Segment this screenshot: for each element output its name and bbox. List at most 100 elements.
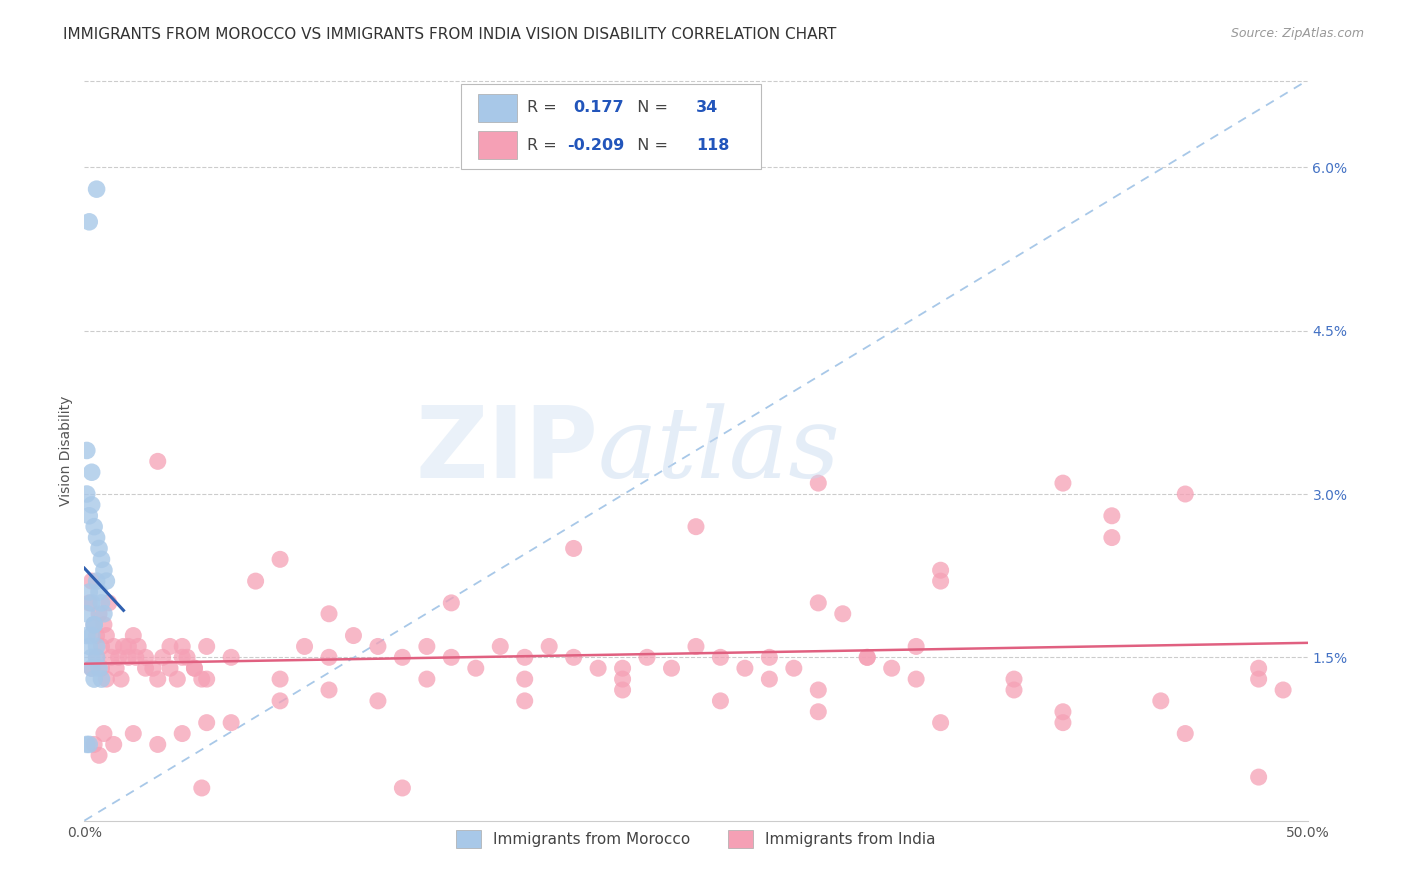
Point: [97, 596, 120, 610]
Point: [1052, 705, 1074, 719]
Point: [86, 628, 108, 642]
Point: [110, 672, 132, 686]
Point: [783, 661, 806, 675]
Point: [77, 215, 100, 229]
Point: [269, 672, 291, 686]
Point: [86, 531, 108, 545]
Point: [152, 650, 174, 665]
Point: [90, 640, 112, 654]
Point: [195, 672, 218, 686]
Point: [685, 519, 707, 533]
Text: -0.209: -0.209: [568, 137, 624, 153]
Point: [905, 672, 928, 686]
Point: [86, 640, 108, 654]
Point: [127, 640, 149, 654]
Text: IMMIGRANTS FROM MOROCCO VS IMMIGRANTS FROM INDIA VISION DISABILITY CORRELATION C: IMMIGRANTS FROM MOROCCO VS IMMIGRANTS FR…: [63, 27, 837, 42]
Point: [96, 574, 118, 588]
Text: N =: N =: [627, 100, 673, 115]
Point: [83, 617, 105, 632]
Point: [245, 574, 267, 588]
Point: [685, 640, 707, 654]
FancyBboxPatch shape: [461, 84, 761, 169]
Point: [318, 650, 340, 665]
Point: [464, 661, 486, 675]
Point: [294, 640, 316, 654]
Point: [87, 607, 110, 621]
Point: [90, 552, 112, 566]
Point: [93, 607, 115, 621]
Point: [93, 726, 115, 740]
Point: [90, 661, 112, 675]
Point: [87, 585, 110, 599]
Point: [219, 650, 242, 665]
Point: [77, 738, 100, 752]
Point: [1247, 770, 1270, 784]
Point: [183, 661, 205, 675]
Point: [90, 672, 112, 686]
Point: [80, 596, 103, 610]
FancyBboxPatch shape: [478, 94, 517, 122]
Point: [1101, 508, 1123, 523]
Point: [440, 650, 463, 665]
Text: ZIP: ZIP: [415, 402, 598, 499]
Point: [146, 672, 169, 686]
Point: [342, 628, 364, 642]
Text: atlas: atlas: [598, 403, 841, 498]
Point: [856, 650, 879, 665]
Point: [76, 443, 98, 458]
Point: [77, 585, 100, 599]
Point: [96, 628, 118, 642]
Point: [87, 541, 110, 556]
Text: Source: ZipAtlas.com: Source: ZipAtlas.com: [1230, 27, 1364, 40]
Point: [758, 672, 780, 686]
Point: [80, 661, 103, 675]
Point: [318, 683, 340, 698]
Point: [146, 454, 169, 468]
Point: [122, 726, 145, 740]
Point: [172, 650, 194, 665]
Point: [117, 640, 139, 654]
Point: [489, 640, 512, 654]
Point: [636, 650, 658, 665]
Point: [87, 748, 110, 763]
Text: 118: 118: [696, 137, 730, 153]
Point: [86, 182, 108, 196]
Point: [269, 694, 291, 708]
FancyBboxPatch shape: [478, 131, 517, 160]
Point: [172, 726, 194, 740]
Point: [416, 672, 439, 686]
Point: [929, 715, 952, 730]
Point: [929, 574, 952, 588]
Point: [1052, 715, 1074, 730]
Point: [100, 650, 122, 665]
Point: [709, 694, 731, 708]
Point: [929, 563, 952, 577]
Point: [1174, 487, 1197, 501]
Point: [172, 640, 194, 654]
Point: [612, 672, 634, 686]
Point: [122, 628, 145, 642]
Point: [96, 672, 118, 686]
Point: [880, 661, 903, 675]
Point: [80, 574, 103, 588]
Point: [135, 650, 157, 665]
Point: [76, 607, 98, 621]
Point: [93, 563, 115, 577]
Point: [117, 650, 139, 665]
Point: [90, 596, 112, 610]
Point: [219, 715, 242, 730]
Point: [612, 661, 634, 675]
Point: [76, 628, 98, 642]
Point: [831, 607, 853, 621]
Point: [146, 738, 169, 752]
Point: [269, 552, 291, 566]
Point: [76, 487, 98, 501]
Point: [758, 650, 780, 665]
Point: [80, 498, 103, 512]
Point: [709, 650, 731, 665]
Point: [112, 640, 135, 654]
Text: 0.177: 0.177: [574, 100, 624, 115]
Point: [183, 661, 205, 675]
Point: [191, 780, 214, 795]
Point: [83, 519, 105, 533]
